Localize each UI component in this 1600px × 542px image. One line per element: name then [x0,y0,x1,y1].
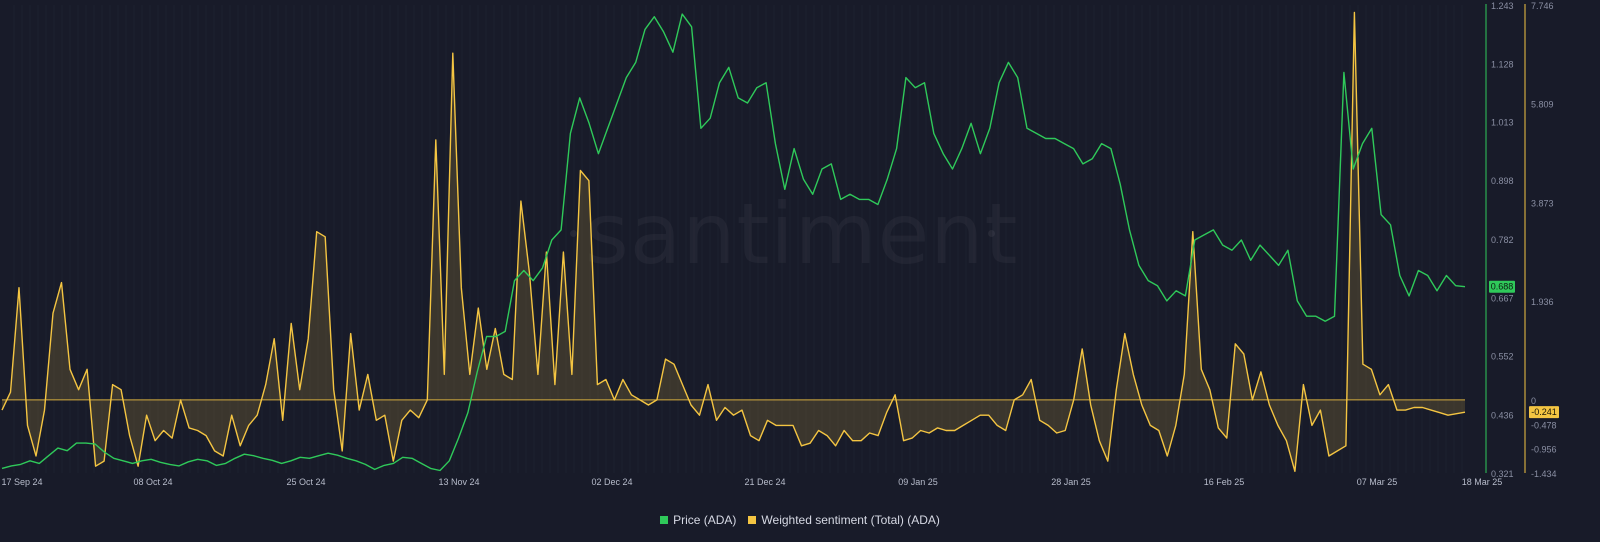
x-axis-tick: 28 Jan 25 [1051,477,1091,487]
x-axis-tick: 16 Feb 25 [1204,477,1245,487]
price-axis-tick: 0.321 [1491,469,1514,479]
sentiment-badge-text: -0.241 [1531,407,1557,417]
price-axis-tick: 0.782 [1491,235,1514,245]
legend: Price (ADA) Weighted sentiment (Total) (… [0,513,1600,527]
price-badge-text: 0.688 [1491,282,1514,292]
series-lines-layer [1,11,1466,472]
legend-label-price: Price (ADA) [673,513,737,527]
price-axis-tick: 0.898 [1491,176,1514,186]
price-axis-tick: 0.552 [1491,352,1514,362]
price-swatch [660,516,669,524]
watermark-dot-left [570,230,577,237]
sentiment-swatch [748,516,757,524]
x-axis-tick: 09 Jan 25 [898,477,938,487]
x-axis-tick: 02 Dec 24 [591,477,632,487]
legend-label-sentiment: Weighted sentiment (Total) (ADA) [761,513,940,527]
sentiment-badge [1529,406,1559,419]
x-axis-tick: 08 Oct 24 [133,477,172,487]
value-badges-layer: 0.688 -0.241 [1489,280,1559,419]
sentiment-axis-tick: -0.956 [1531,445,1557,455]
sentiment-area-layer [2,12,1465,472]
legend-item-sentiment[interactable]: Weighted sentiment (Total) (ADA) [748,513,940,527]
x-axis-tick: 17 Sep 24 [1,477,42,487]
price-axis-tick: 1.243 [1491,1,1514,11]
sentiment-axis-tick: 5.809 [1531,100,1554,110]
legend-item-price[interactable]: Price (ADA) [660,513,736,527]
price-axis-tick: 0.667 [1491,293,1514,303]
x-axis-tick: 18 Mar 25 [1462,477,1503,487]
x-axis-tick: 07 Mar 25 [1357,477,1398,487]
price-axis-tick: 1.128 [1491,59,1514,69]
sentiment-axis-tick: -0.478 [1531,420,1557,430]
price-axis-tick: 1.013 [1491,118,1514,128]
sentiment-axis-tick: 3.873 [1531,198,1554,208]
price-badge [1489,280,1515,293]
x-axis-tick: 21 Dec 24 [744,477,785,487]
sentiment-axis-tick: 1.936 [1531,297,1554,307]
x-axis-tick: 25 Oct 24 [286,477,325,487]
sentiment-axis-tick: 7.746 [1531,1,1554,11]
watermark-dot-right [988,230,995,237]
sentiment-axis-tick: 0 [1531,396,1536,406]
axes-layer: 1.243 1.128 1.013 0.898 0.782 0.667 0.552 0.436… [1,1,1556,487]
price-line [1,13,1466,472]
sentiment-axis-tick: -1.434 [1531,469,1557,479]
x-axis-tick: 13 Nov 24 [438,477,479,487]
price-axis-tick: 0.436 [1491,411,1514,421]
sentiment-line [1,11,1466,472]
